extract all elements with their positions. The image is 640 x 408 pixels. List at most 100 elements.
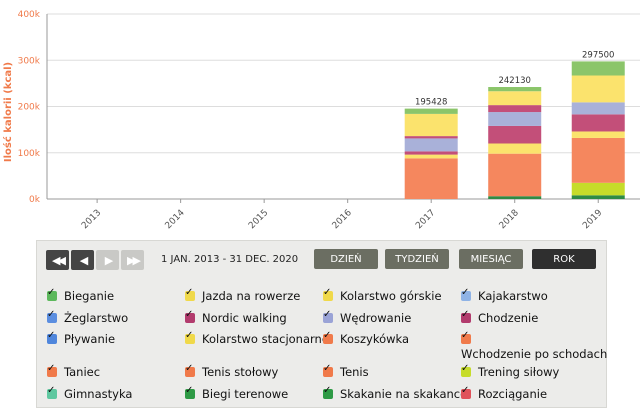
bar-segment[interactable] <box>571 102 625 115</box>
checkbox-icon[interactable] <box>47 287 57 301</box>
bar-segment[interactable] <box>404 138 458 152</box>
bar-segment[interactable] <box>571 137 625 183</box>
period-button-dzień[interactable]: DZIEŃ <box>314 249 378 269</box>
checkbox-icon[interactable] <box>47 385 57 399</box>
period-button-tydzień[interactable]: TYDZIEŃ <box>385 249 449 269</box>
first-button[interactable]: ◀◀ <box>46 250 69 270</box>
legend-item[interactable]: Wchodzenie po schodach <box>461 330 608 361</box>
legend-item[interactable]: Skakanie na skakance <box>323 385 467 401</box>
checkbox-icon[interactable] <box>323 385 333 399</box>
y-tick-label: 100k <box>18 149 41 159</box>
x-tick-label: 2014 <box>164 208 187 231</box>
bar-segment[interactable] <box>488 87 542 92</box>
next-icon: ▶ <box>104 253 114 267</box>
checkbox-icon[interactable] <box>185 330 195 344</box>
legend-label: Chodzenie <box>478 311 539 325</box>
legend-label: Wchodzenie po schodach <box>461 347 608 361</box>
legend-label: Jazda na rowerze <box>202 289 301 303</box>
y-axis-label: Ilość kalorii (kcal) <box>2 62 14 162</box>
legend-label: Pływanie <box>64 332 116 346</box>
legend-item[interactable]: Tenis stołowy <box>185 363 278 379</box>
last-button[interactable]: ▶▶ <box>121 250 144 270</box>
bar-segment[interactable] <box>571 182 625 196</box>
checkbox-icon[interactable] <box>47 330 57 344</box>
bar-segment[interactable] <box>488 153 542 197</box>
checkbox-icon[interactable] <box>47 309 57 323</box>
bar-segment[interactable] <box>404 151 458 155</box>
checkbox-icon[interactable] <box>323 363 333 377</box>
prev-button[interactable]: ◀ <box>71 250 94 270</box>
y-tick-label: 300k <box>18 56 41 66</box>
checkbox-icon[interactable] <box>461 363 471 377</box>
legend-item[interactable]: Chodzenie <box>461 309 539 325</box>
legend-item[interactable]: Kolarstwo górskie <box>323 287 442 303</box>
period-navigation: ◀◀ ◀ ▶ ▶▶ <box>46 250 146 270</box>
checkbox-icon[interactable] <box>461 287 471 301</box>
controls-panel: ◀◀ ◀ ▶ ▶▶ 1 JAN. 2013 - 31 DEC. 2020 DZIEŃ T… <box>36 240 607 408</box>
legend-label: Żeglarstwo <box>64 311 129 325</box>
bar-segment[interactable] <box>488 125 542 144</box>
date-range: 1 JAN. 2013 - 31 DEC. 2020 <box>161 254 299 265</box>
bar-segment[interactable] <box>404 158 458 199</box>
x-tick-label: 2015 <box>247 208 270 231</box>
period-button-rok[interactable]: ROK <box>532 249 596 269</box>
legend-label: Kolarstwo stacjonarne <box>202 332 329 346</box>
legend-label: Kolarstwo górskie <box>340 289 442 303</box>
bar-segment[interactable] <box>571 75 625 103</box>
legend-item[interactable]: Taniec <box>47 363 101 379</box>
calorie-chart: 0k 100k 200k 300k 400k 2013 2014 2015 2016 2017 2… <box>2 10 640 231</box>
checkbox-icon[interactable] <box>185 385 195 399</box>
legend-item[interactable]: Kajakarstwo <box>461 287 548 303</box>
legend-item[interactable]: Biegi terenowe <box>185 385 289 401</box>
checkbox-icon[interactable] <box>47 363 57 377</box>
x-tick-label: 2016 <box>331 208 354 231</box>
bar-total-label: 242130 <box>498 76 530 86</box>
checkbox-icon[interactable] <box>185 309 195 323</box>
bar-segment[interactable] <box>571 195 625 199</box>
bar-segment[interactable] <box>571 61 625 76</box>
checkbox-icon[interactable] <box>323 330 333 344</box>
legend-label: Trening siłowy <box>478 365 560 379</box>
legend-item[interactable]: Gimnastyka <box>47 385 132 401</box>
bar-segment[interactable] <box>404 154 458 159</box>
legend-item[interactable]: Wędrowanie <box>323 309 411 325</box>
first-icon: ◀◀ <box>52 253 66 267</box>
legend-item[interactable]: Rozciąganie <box>461 385 547 401</box>
legend-item[interactable]: Koszykówka <box>323 330 409 346</box>
period-button-miesiąc[interactable]: MIESIĄC <box>459 249 523 269</box>
legend-item[interactable]: Żeglarstwo <box>47 309 129 325</box>
bar-segment[interactable] <box>404 136 458 139</box>
legend-item[interactable]: Bieganie <box>47 287 114 303</box>
bar-segment[interactable] <box>488 91 542 106</box>
checkbox-icon[interactable] <box>323 309 333 323</box>
checkbox-icon[interactable] <box>461 330 471 344</box>
bar-segment[interactable] <box>571 131 625 138</box>
legend-label: Kajakarstwo <box>478 289 548 303</box>
bar-segment[interactable] <box>488 196 542 199</box>
bar-segment[interactable] <box>404 108 458 114</box>
x-tick-label: 2019 <box>581 208 604 231</box>
bar-segment[interactable] <box>488 105 542 113</box>
checkbox-icon[interactable] <box>185 287 195 301</box>
bar-total-label: 195428 <box>415 98 447 108</box>
legend-item[interactable]: Jazda na rowerze <box>185 287 301 303</box>
legend-item[interactable]: Pływanie <box>47 330 116 346</box>
legend-item[interactable]: Tenis <box>323 363 369 379</box>
legend-label: Taniec <box>64 365 101 379</box>
bar-segment[interactable] <box>404 113 458 137</box>
legend-label: Nordic walking <box>202 311 287 325</box>
next-button[interactable]: ▶ <box>96 250 119 270</box>
checkbox-icon[interactable] <box>461 309 471 323</box>
legend-item[interactable]: Trening siłowy <box>461 363 560 379</box>
legend-item[interactable]: Nordic walking <box>185 309 287 325</box>
x-tick-label: 2017 <box>414 208 437 231</box>
legend-item[interactable]: Kolarstwo stacjonarne <box>185 330 329 346</box>
y-tick-label: 0k <box>29 195 41 205</box>
checkbox-icon[interactable] <box>185 363 195 377</box>
bar-segment[interactable] <box>488 112 542 126</box>
bar-segment[interactable] <box>488 143 542 154</box>
checkbox-icon[interactable] <box>461 385 471 399</box>
bar-segment[interactable] <box>571 114 625 132</box>
legend-label: Biegi terenowe <box>202 387 289 401</box>
checkbox-icon[interactable] <box>323 287 333 301</box>
